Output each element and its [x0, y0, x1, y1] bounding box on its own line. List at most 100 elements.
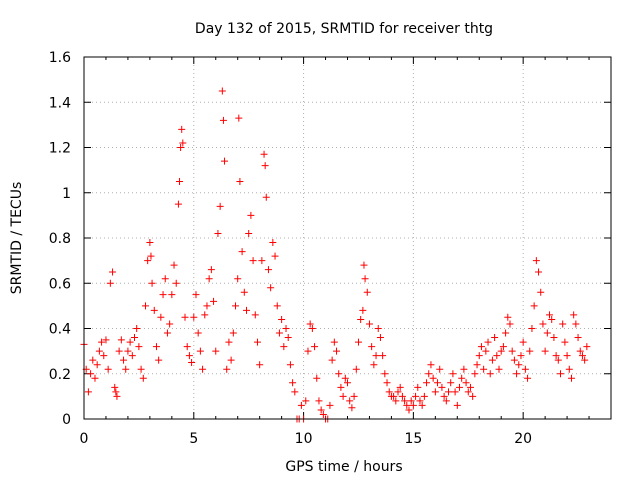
data-point [194, 329, 202, 337]
data-point [304, 347, 312, 355]
data-point [449, 370, 457, 378]
data-point [163, 329, 171, 337]
data-point [370, 361, 378, 369]
data-point [390, 392, 398, 400]
data-point [192, 291, 200, 299]
data-point [168, 291, 176, 299]
data-point [376, 334, 384, 342]
data-point [341, 374, 349, 382]
x-tick-label: 10 [295, 431, 313, 447]
data-point [159, 291, 167, 299]
data-point [124, 347, 132, 355]
data-point [253, 338, 261, 346]
data-point [282, 325, 290, 332]
data-point [491, 334, 499, 342]
data-point [93, 361, 101, 369]
data-point [117, 336, 125, 344]
data-point [552, 352, 560, 360]
data-point [418, 401, 426, 409]
data-point [497, 347, 505, 355]
data-point [425, 370, 433, 378]
data-point [95, 347, 103, 355]
data-point [207, 266, 215, 274]
data-point [482, 347, 490, 355]
data-point [548, 315, 556, 323]
data-point [405, 406, 413, 414]
data-point [109, 268, 117, 276]
data-point [556, 370, 564, 378]
y-tick-label: 0.4 [49, 322, 71, 338]
y-tick-label: 0.2 [49, 367, 71, 383]
data-point [480, 365, 488, 373]
data-point [524, 374, 532, 382]
data-point [261, 162, 269, 170]
data-point [326, 401, 334, 409]
data-points [80, 87, 591, 423]
data-point [535, 268, 543, 276]
data-point [346, 397, 354, 405]
data-point [245, 229, 253, 237]
data-point [541, 347, 549, 355]
data-point [374, 325, 382, 332]
data-point [464, 388, 472, 396]
data-point [289, 379, 297, 387]
data-point [133, 325, 141, 332]
data-point [218, 87, 226, 95]
data-point [381, 370, 389, 378]
data-point [249, 257, 257, 265]
data-point [102, 336, 110, 344]
data-point [554, 356, 562, 364]
data-point [513, 370, 521, 378]
y-tick-label: 1 [62, 186, 71, 202]
data-point [455, 383, 463, 391]
data-point [91, 374, 99, 382]
data-point [166, 320, 174, 328]
data-point [526, 347, 534, 355]
data-point [583, 343, 591, 351]
data-point [152, 343, 160, 351]
data-point [260, 150, 268, 158]
data-point [412, 392, 420, 400]
data-point [453, 401, 461, 409]
data-point [258, 257, 266, 265]
data-point [510, 356, 518, 364]
data-point [409, 401, 417, 409]
data-point [84, 388, 92, 396]
data-point [137, 365, 145, 373]
data-point [328, 356, 336, 364]
data-point [315, 397, 323, 405]
data-point [379, 352, 387, 360]
data-point [87, 370, 95, 378]
data-point [225, 338, 233, 346]
data-point [183, 343, 191, 351]
data-point [383, 379, 391, 387]
data-point [429, 374, 437, 382]
data-point [394, 388, 402, 396]
data-point [354, 338, 362, 346]
data-point [427, 361, 435, 369]
data-point [546, 311, 554, 319]
data-point [131, 334, 139, 342]
data-point [357, 315, 365, 323]
data-point [256, 361, 264, 369]
data-point [278, 315, 286, 323]
data-point [339, 392, 347, 400]
data-point [486, 370, 494, 378]
data-point [229, 329, 237, 337]
data-point [280, 343, 288, 351]
data-point [172, 279, 180, 287]
data-point [141, 302, 149, 310]
x-tick-label: 15 [404, 431, 422, 447]
data-point [330, 338, 338, 346]
data-point [113, 392, 121, 400]
data-point [440, 392, 448, 400]
data-point [528, 325, 536, 332]
data-point [570, 311, 578, 319]
data-point [559, 320, 567, 328]
data-point [177, 144, 185, 151]
data-point [401, 397, 409, 405]
x-tick-label: 0 [80, 431, 89, 447]
data-point [576, 347, 584, 355]
